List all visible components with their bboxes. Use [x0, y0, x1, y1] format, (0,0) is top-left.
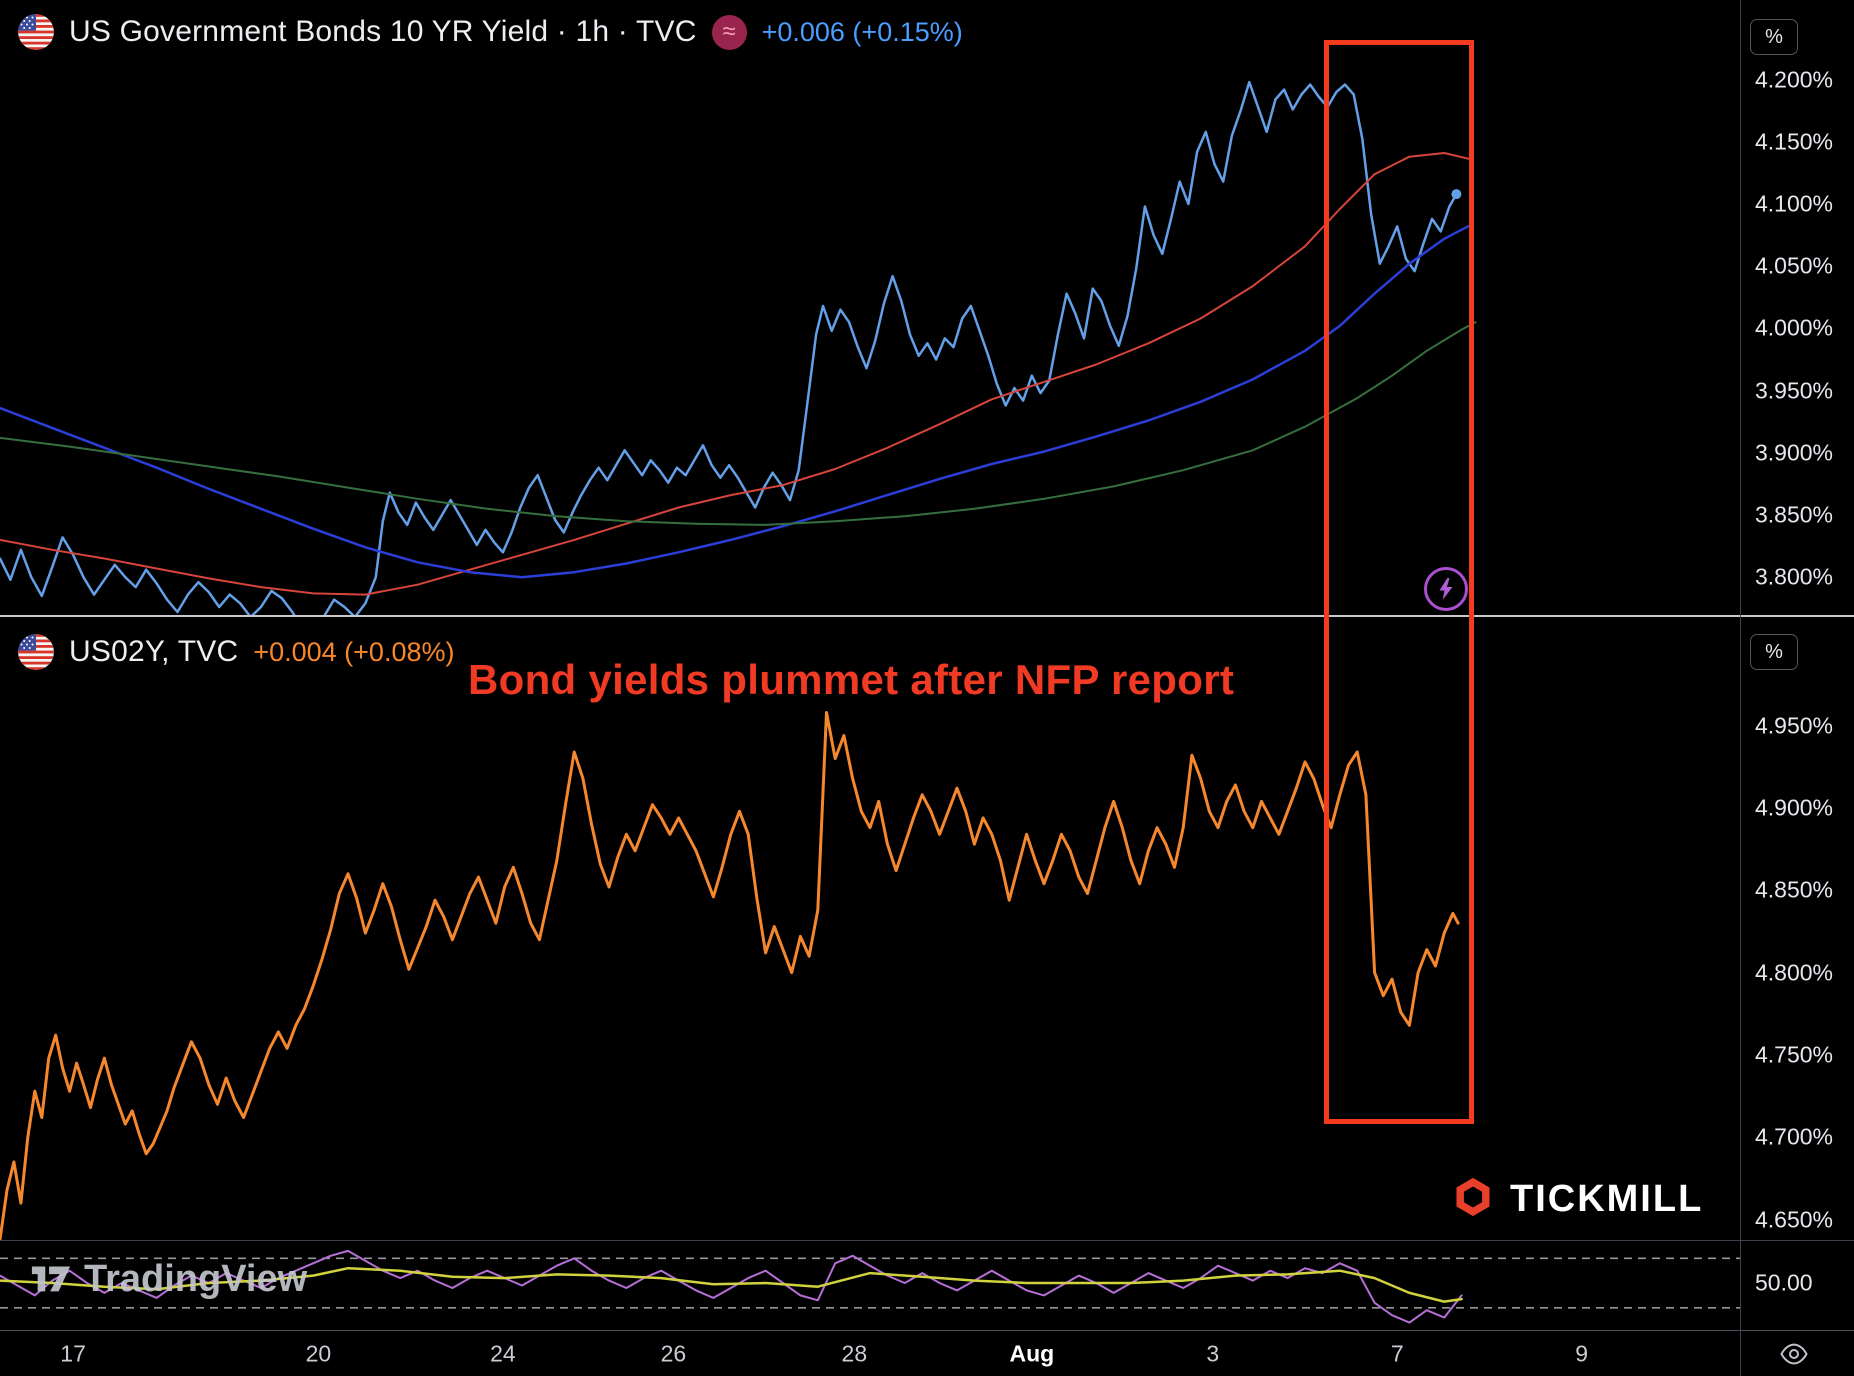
panel-separator[interactable] [0, 615, 1854, 617]
time-axis-separator [0, 1330, 1854, 1331]
time-axis-label: 24 [490, 1340, 516, 1366]
price-tick-label: 4.200% [1755, 66, 1834, 93]
chart-canvas-02y [0, 711, 1460, 1241]
eye-icon[interactable] [1779, 1339, 1809, 1374]
price-tick-label: 4.800% [1755, 959, 1834, 986]
tickmill-watermark: TICKMILL [1452, 1176, 1703, 1223]
time-axis-label: 7 [1390, 1340, 1404, 1366]
price-tick-label: 4.950% [1755, 712, 1834, 739]
price-panel-10y[interactable] [0, 0, 1740, 617]
last-price-dot [1451, 189, 1462, 200]
series-oscillator-yellow [0, 1266, 1463, 1303]
tradingview-watermark: TradingView [30, 1258, 307, 1301]
percent-scale-button-02y[interactable]: % [1750, 634, 1798, 670]
series-yield-10y [0, 80, 1458, 617]
us-flag-icon [18, 14, 54, 50]
price-tick-label: 3.950% [1755, 377, 1834, 404]
symbol-header-02y: US02Y, TVC +0.004 (+0.08%) [18, 634, 454, 670]
delayed-data-icon[interactable]: ≈ [711, 14, 747, 50]
price-tick-label: 4.150% [1755, 128, 1834, 155]
series-yield-02y [0, 711, 1460, 1241]
highlight-rectangle[interactable] [1324, 40, 1474, 1124]
time-axis-label: Aug [1009, 1340, 1055, 1366]
oscillator-panel[interactable] [0, 1241, 1740, 1330]
price-tick-label: 4.750% [1755, 1041, 1834, 1068]
time-axis-label: 20 [305, 1340, 332, 1366]
price-tick-label: 3.800% [1755, 563, 1834, 590]
price-tick-label: 4.000% [1755, 314, 1834, 341]
chart-canvas-10y [0, 80, 1477, 617]
chart-canvas-oscillator [0, 1249, 1740, 1324]
symbol-title-02y[interactable]: US02Y, TVC [69, 635, 239, 668]
price-tick-label: 3.850% [1755, 501, 1834, 528]
price-change-02y: +0.004 (+0.08%) [253, 636, 455, 667]
symbol-title-10y[interactable]: US Government Bonds 10 YR Yield · 1h · T… [69, 15, 697, 48]
price-change-10y: +0.006 (+0.15%) [761, 16, 963, 47]
series-ma-mid-blue [0, 223, 1472, 579]
time-axis[interactable]: 17 20 24 26 28 Aug 3 7 9 [0, 1331, 1740, 1376]
time-axis-label: 28 [841, 1340, 868, 1366]
price-axis[interactable]: 4.200% 4.150% 4.100% 4.050% 4.000% 3.950% 3.90… [1740, 0, 1854, 1376]
tickmill-logo-icon [1452, 1176, 1494, 1223]
time-axis-label: 26 [660, 1340, 687, 1366]
price-tick-label: 4.050% [1755, 252, 1834, 279]
tradingview-logo-icon [30, 1260, 72, 1299]
time-axis-label: 17 [60, 1340, 86, 1366]
price-panel-02y[interactable] [0, 617, 1740, 1241]
series-ma-fast-red [0, 152, 1472, 596]
time-axis-label: 9 [1575, 1340, 1589, 1366]
series-ma-slow-green [0, 321, 1477, 526]
oscillator-separator[interactable] [0, 1240, 1854, 1241]
price-tick-label: 4.900% [1755, 794, 1834, 821]
percent-scale-button-10y[interactable]: % [1750, 19, 1798, 55]
price-tick-label: 3.900% [1755, 439, 1834, 466]
time-axis-label: 3 [1206, 1340, 1220, 1366]
tickmill-logo-text: TICKMILL [1510, 1178, 1704, 1220]
tradingview-logo-text: TradingView [84, 1258, 308, 1300]
us-flag-icon [18, 634, 54, 670]
price-tick-label: 4.100% [1755, 190, 1834, 217]
symbol-header-10y: US Government Bonds 10 YR Yield · 1h · T… [18, 14, 963, 50]
price-tick-label: 4.700% [1755, 1123, 1834, 1150]
chart-annotation-text[interactable]: Bond yields plummet after NFP report [468, 656, 1235, 703]
price-tick-label: 50.00 [1755, 1269, 1813, 1296]
price-tick-label: 4.850% [1755, 876, 1834, 903]
lightning-bolt-icon[interactable] [1424, 567, 1468, 611]
price-tick-label: 4.650% [1755, 1206, 1834, 1233]
